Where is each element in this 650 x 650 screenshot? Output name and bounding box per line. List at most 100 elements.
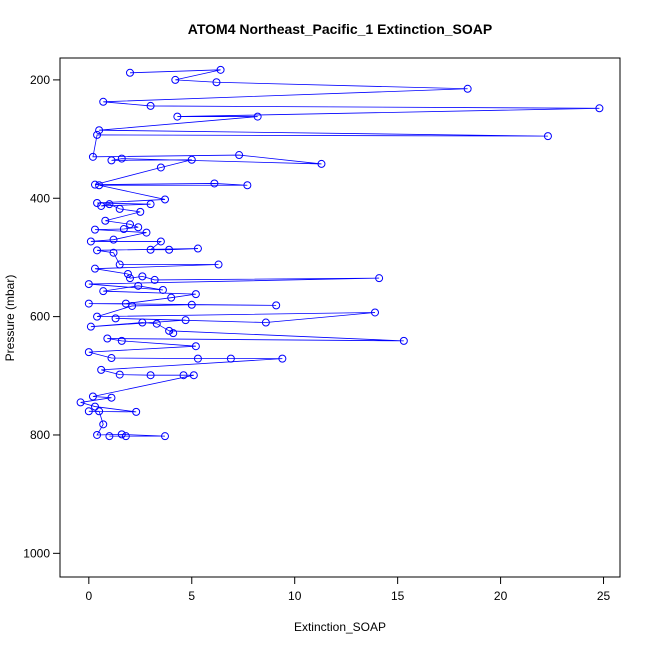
data-point — [216, 65, 225, 74]
data-point — [109, 248, 118, 257]
data-point — [165, 326, 174, 335]
data-point — [463, 84, 472, 93]
data-point — [169, 329, 178, 338]
data-point — [193, 354, 202, 363]
x-tick-label: 25 — [597, 589, 611, 603]
data-point — [126, 68, 134, 77]
data-point — [146, 245, 155, 254]
data-point — [88, 392, 97, 401]
data-point — [261, 318, 270, 327]
y-tick-label: 400 — [30, 191, 50, 205]
data-point — [84, 280, 93, 289]
data-point — [142, 228, 151, 237]
data-point — [88, 152, 97, 161]
data-point — [109, 235, 118, 244]
x-axis-label: Extinction_SOAP — [294, 620, 386, 634]
data-point — [187, 300, 196, 309]
data-point — [91, 225, 99, 234]
data-point — [210, 179, 219, 188]
data-point — [173, 112, 182, 121]
data-point — [86, 322, 95, 331]
data-point — [84, 407, 93, 416]
data-point — [156, 163, 165, 172]
y-axis-label: Pressure (mbar) — [3, 275, 17, 362]
chart-title: ATOM4 Northeast_Pacific_1 Extinction_SOA… — [188, 21, 492, 37]
data-point — [117, 336, 126, 345]
data-point — [226, 354, 235, 363]
data-point — [117, 154, 126, 163]
data-point — [235, 151, 244, 160]
plot-frame — [59, 57, 621, 578]
data-point — [117, 430, 126, 439]
data-point — [115, 370, 124, 379]
data-point — [105, 432, 114, 441]
data-point — [375, 274, 384, 283]
data-point — [101, 216, 110, 225]
data-point — [99, 420, 108, 429]
data-point — [123, 270, 132, 279]
data-point — [107, 393, 116, 402]
data-point — [93, 246, 102, 255]
data-point — [399, 336, 408, 345]
data-point — [138, 318, 147, 327]
data-point — [181, 316, 190, 325]
data-point — [278, 354, 287, 363]
data-point — [179, 371, 188, 380]
data-point — [86, 237, 95, 246]
data-point — [126, 220, 134, 229]
data-point — [150, 275, 159, 284]
x-tick-label: 5 — [188, 589, 195, 603]
data-point — [156, 237, 165, 246]
data-point — [191, 342, 200, 351]
data-point — [115, 260, 124, 269]
data-point — [243, 181, 252, 190]
data-point — [95, 126, 104, 135]
data-point — [146, 101, 155, 110]
data-point — [107, 156, 116, 165]
data-point — [167, 293, 176, 302]
data-point — [93, 312, 102, 321]
data-point — [189, 371, 198, 380]
data-point — [253, 112, 262, 121]
x-tick-label: 15 — [391, 589, 405, 603]
data-point — [136, 207, 145, 216]
data-point — [595, 104, 604, 113]
data-point — [93, 430, 102, 439]
data-point — [121, 432, 130, 441]
data-point — [193, 244, 202, 253]
data-point — [95, 407, 104, 416]
data-point — [161, 432, 169, 441]
data-point — [93, 198, 102, 207]
y-tick-label: 600 — [30, 310, 50, 324]
x-tick-label: 0 — [85, 589, 92, 603]
data-point — [191, 290, 200, 299]
data-point — [99, 97, 108, 106]
data-point — [111, 314, 120, 323]
data-point — [146, 200, 155, 209]
data-point — [115, 204, 124, 213]
data-point — [543, 132, 552, 141]
data-point — [158, 285, 167, 294]
data-point — [91, 264, 99, 273]
y-tick-label: 200 — [30, 73, 50, 87]
data-point — [272, 301, 281, 310]
data-point — [91, 402, 99, 411]
y-tick-label: 1000 — [23, 546, 50, 560]
data-point — [84, 299, 93, 308]
x-tick-label: 20 — [494, 589, 508, 603]
data-point — [132, 407, 141, 416]
data-point — [134, 223, 143, 232]
y-tick-label: 800 — [30, 428, 50, 442]
data-point — [128, 301, 137, 310]
data-point — [103, 334, 112, 343]
data-point — [214, 260, 223, 269]
data-point — [134, 281, 143, 290]
data-point — [76, 398, 85, 407]
data-point — [212, 78, 221, 87]
data-point — [317, 159, 326, 168]
data-point — [93, 130, 102, 139]
data-point — [126, 274, 134, 283]
data-point — [371, 308, 379, 317]
